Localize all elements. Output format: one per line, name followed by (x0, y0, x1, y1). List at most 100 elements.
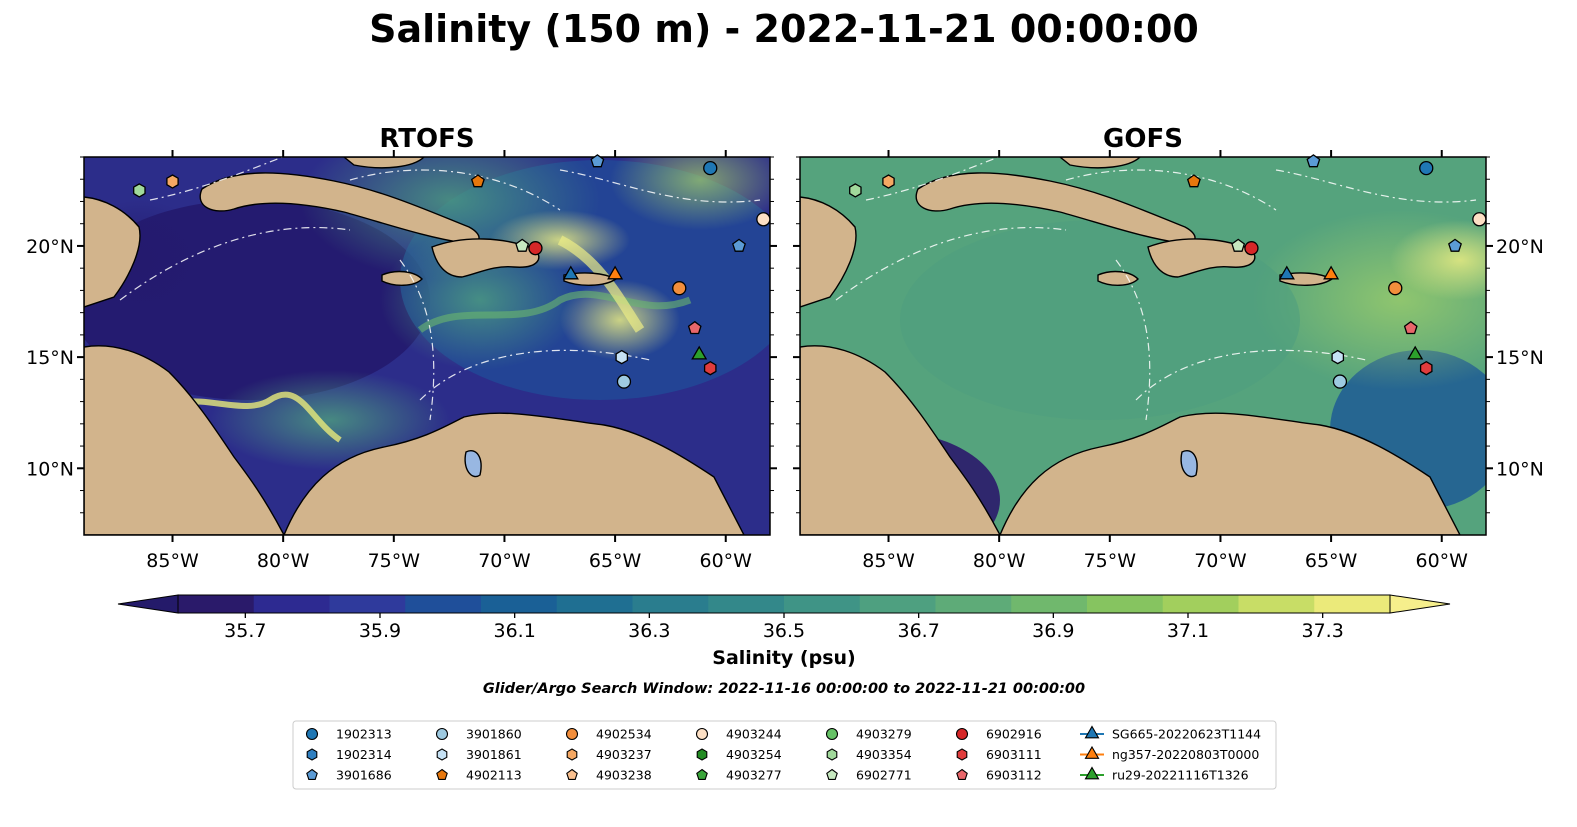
legend-item: 6902916 (955, 727, 1042, 742)
float-marker (1186, 174, 1201, 188)
legend-label: 1902314 (336, 747, 392, 762)
legend-item: 3901860 (435, 727, 522, 742)
float-marker (1419, 360, 1433, 376)
legend-label: 4903238 (596, 768, 652, 783)
lat-ticks-right: 20°N 15°N 10°N (793, 156, 1544, 514)
panel-title-rtofs: RTOFS (379, 124, 474, 154)
legend-item: 6903111 (956, 747, 1042, 762)
colorbar-tick-label: 36.1 (494, 620, 536, 642)
legend-label: 3901861 (466, 747, 522, 762)
legend-marker (825, 727, 839, 741)
legend-marker (826, 768, 838, 780)
lat-tick-label: 10°N (1496, 458, 1544, 480)
colorbar-tick-label: 36.5 (763, 620, 805, 642)
lon-tick-label: 65°W (589, 550, 642, 572)
colorbar-segment (1314, 595, 1391, 613)
colorbar-segment (632, 595, 709, 613)
legend-marker (565, 727, 579, 741)
legend-item: 4903244 (695, 727, 782, 742)
legend: 1902313 1902314 3901686 3901860 3901861 49021… (292, 720, 1277, 790)
float-marker (687, 320, 702, 335)
legend-marker (1084, 725, 1100, 739)
float-marker (528, 241, 543, 256)
legend-marker (826, 748, 838, 761)
lon-tick-label: 70°W (1194, 550, 1247, 572)
float-marker (470, 174, 485, 188)
lon-ticks-left: 85°W 80°W 75°W 70°W 65°W 60°W (146, 150, 752, 572)
float-marker (672, 281, 687, 296)
colorbar-segment (556, 595, 634, 613)
float-marker (849, 183, 862, 198)
legend-marker (306, 768, 318, 780)
legend-marker (956, 768, 968, 780)
colorbar-tick-label: 36.7 (898, 620, 940, 642)
legend-box (292, 720, 1277, 790)
legend-item: 4903238 (566, 768, 652, 783)
colorbar-tick-label: 35.9 (359, 620, 401, 642)
lon-tick-label: 65°W (1305, 550, 1358, 572)
legend-item: 3901686 (306, 768, 392, 783)
legend-marker (955, 727, 969, 741)
legend-label: 4903354 (856, 747, 912, 762)
legend-label: 6903112 (986, 768, 1042, 783)
legend-marker (435, 727, 449, 741)
lon-tick-label: 85°W (146, 550, 199, 572)
lat-tick-label: 20°N (1496, 236, 1544, 258)
map-frame-rtofs (83, 156, 771, 536)
float-marker (1403, 320, 1418, 335)
lon-tick-label: 75°W (1084, 550, 1137, 572)
float-marker (1472, 212, 1487, 227)
float-marker (1278, 265, 1295, 280)
float-marker (615, 349, 629, 365)
lon-tick-label: 85°W (862, 550, 915, 572)
legend-label: ng357-20220803T0000 (1112, 747, 1259, 762)
search-window-note: Glider/Argo Search Window: 2022-11-16 00… (483, 681, 1085, 697)
legend-marker (436, 748, 448, 761)
legend-label: 4902113 (466, 768, 522, 783)
legend-marker (566, 748, 578, 761)
panel-gofs: GOFS (799, 124, 1487, 536)
legend-marker (306, 748, 318, 761)
legend-item: 4902534 (565, 727, 652, 742)
float-marker (590, 154, 605, 168)
legend-item: 4903254 (696, 747, 782, 762)
colorbar-segment (405, 595, 482, 613)
float-marker (607, 265, 624, 280)
colorbar-extend-high (1389, 594, 1451, 614)
float-marker (1419, 160, 1434, 176)
legend-item: 4902113 (436, 768, 522, 783)
legend-label: 4903277 (726, 768, 782, 783)
float-marker (1388, 281, 1403, 296)
legend-marker (305, 727, 319, 741)
colorbar-segment (784, 595, 861, 613)
colorbar-segment (481, 595, 558, 613)
float-marker (1448, 238, 1462, 252)
colorbar-segment (859, 595, 937, 613)
legend-label: 3901860 (466, 727, 522, 742)
colorbar-segment (178, 595, 255, 613)
legend-label: 3901686 (336, 768, 392, 783)
colorbar-segment (935, 595, 1012, 613)
colorbar-segment (253, 595, 331, 613)
float-marker (1332, 374, 1348, 389)
legend-item: 1902313 (305, 727, 392, 742)
legend-item: 4903277 (696, 768, 782, 783)
map-frame-gofs (799, 156, 1487, 536)
legend-label: 1902313 (336, 727, 392, 742)
legend-marker (696, 748, 708, 761)
float-marker (1306, 154, 1321, 168)
lon-tick-label: 60°W (1416, 550, 1469, 572)
colorbar-extend-low (117, 594, 179, 614)
legend-item: 6902771 (826, 768, 912, 783)
legend-item: SG665-20220623T1144 (1080, 725, 1261, 742)
colorbar-label: Salinity (psu) (712, 647, 855, 669)
colorbar-segment (1162, 595, 1240, 613)
legend-item: 4903237 (566, 747, 652, 762)
legend-label: 4902534 (596, 727, 652, 742)
legend-marker (436, 768, 448, 780)
legend-label: SG665-20220623T1144 (1112, 727, 1261, 742)
float-marker (1323, 265, 1340, 280)
float-marker (1231, 238, 1246, 252)
float-marker (166, 174, 179, 189)
lat-tick-label: 15°N (26, 347, 74, 369)
